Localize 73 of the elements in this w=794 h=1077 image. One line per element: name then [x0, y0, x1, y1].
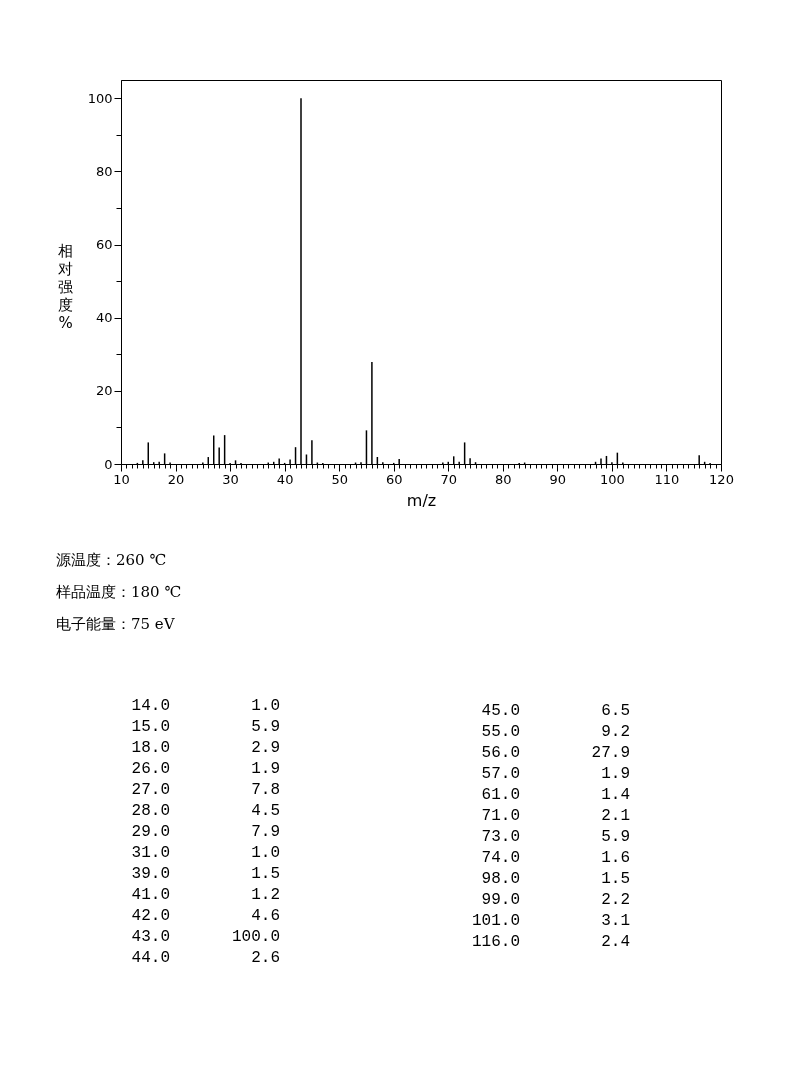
- x-tick-label: 80: [495, 471, 512, 487]
- text: 26.0: [130, 760, 170, 778]
- text: 1.0: [250, 844, 280, 862]
- x-tick-label: 50: [331, 471, 348, 487]
- text: 1.9: [600, 765, 630, 783]
- x-tick-label: 70: [440, 471, 458, 487]
- text: 100.0: [231, 928, 280, 946]
- text: 44.0: [130, 949, 170, 967]
- y-tick-label: 40: [95, 310, 113, 326]
- text: 61.0: [480, 786, 520, 804]
- text: 1.6: [600, 849, 630, 867]
- text: 29.0: [130, 823, 170, 841]
- text: 74.0: [480, 849, 520, 867]
- text: 15.0: [130, 718, 170, 736]
- text: 1.9: [250, 760, 280, 778]
- text: 73.0: [480, 828, 520, 846]
- text: 4.6: [250, 907, 280, 925]
- x-tick-label: 110: [654, 471, 680, 487]
- text: 2.4: [600, 933, 630, 951]
- text: 18.0: [130, 739, 170, 757]
- text: 56.0: [480, 744, 520, 762]
- text: 5.9: [600, 828, 630, 846]
- y-axis-title: 相对强度%: [58, 241, 73, 332]
- text: 源温度：260 ℃: [56, 551, 167, 570]
- y-tick-label: 20: [95, 383, 113, 399]
- text: 28.0: [130, 802, 170, 820]
- x-tick-label: 40: [276, 471, 294, 487]
- text: 3.1: [600, 912, 630, 930]
- text: 1.4: [600, 786, 630, 804]
- x-axis-title: m/z: [406, 490, 437, 510]
- text: 2.2: [600, 891, 630, 909]
- text: 14.0: [130, 697, 170, 715]
- text: 101.0: [471, 912, 520, 930]
- text: 5.9: [250, 718, 280, 736]
- text: 116.0: [471, 933, 520, 951]
- text: 7.9: [250, 823, 280, 841]
- text: 99.0: [480, 891, 520, 909]
- x-tick-label: 20: [167, 471, 185, 487]
- text: 9.2: [600, 723, 630, 741]
- x-tick-label: 100: [599, 471, 625, 487]
- y-tick-label: 0: [104, 456, 113, 472]
- text: 1.5: [250, 865, 280, 883]
- text: 1.0: [250, 697, 280, 715]
- text: 2.1: [600, 807, 630, 825]
- text: 1.5: [600, 870, 630, 888]
- text: 6.5: [600, 702, 630, 720]
- text: 31.0: [130, 844, 170, 862]
- text: 电子能量：75 eV: [56, 615, 175, 634]
- text: 55.0: [480, 723, 520, 741]
- x-tick-label: 120: [709, 471, 734, 487]
- text: 4.5: [250, 802, 280, 820]
- y-tick-label: 100: [87, 90, 113, 106]
- y-tick-label: 80: [95, 163, 113, 179]
- text: 42.0: [130, 907, 170, 925]
- text: 45.0: [480, 702, 520, 720]
- x-tick-label: 60: [385, 471, 403, 487]
- text: 7.8: [250, 781, 280, 799]
- text: 43.0: [130, 928, 170, 946]
- text: 98.0: [480, 870, 520, 888]
- text: 71.0: [480, 807, 520, 825]
- x-tick-label: 30: [222, 471, 239, 487]
- text: 2.9: [250, 739, 280, 757]
- text: 1.2: [250, 886, 280, 904]
- y-tick-label: 60: [95, 237, 113, 253]
- text: 41.0: [130, 886, 170, 904]
- text: 27.0: [130, 781, 170, 799]
- text: 39.0: [130, 865, 170, 883]
- text: 57.0: [480, 765, 520, 783]
- text: 27.9: [590, 744, 630, 762]
- text: 样品温度：180 ℃: [56, 583, 182, 602]
- x-tick-label: 10: [113, 471, 130, 487]
- text: 2.6: [250, 949, 280, 967]
- x-tick-label: 90: [549, 471, 567, 487]
